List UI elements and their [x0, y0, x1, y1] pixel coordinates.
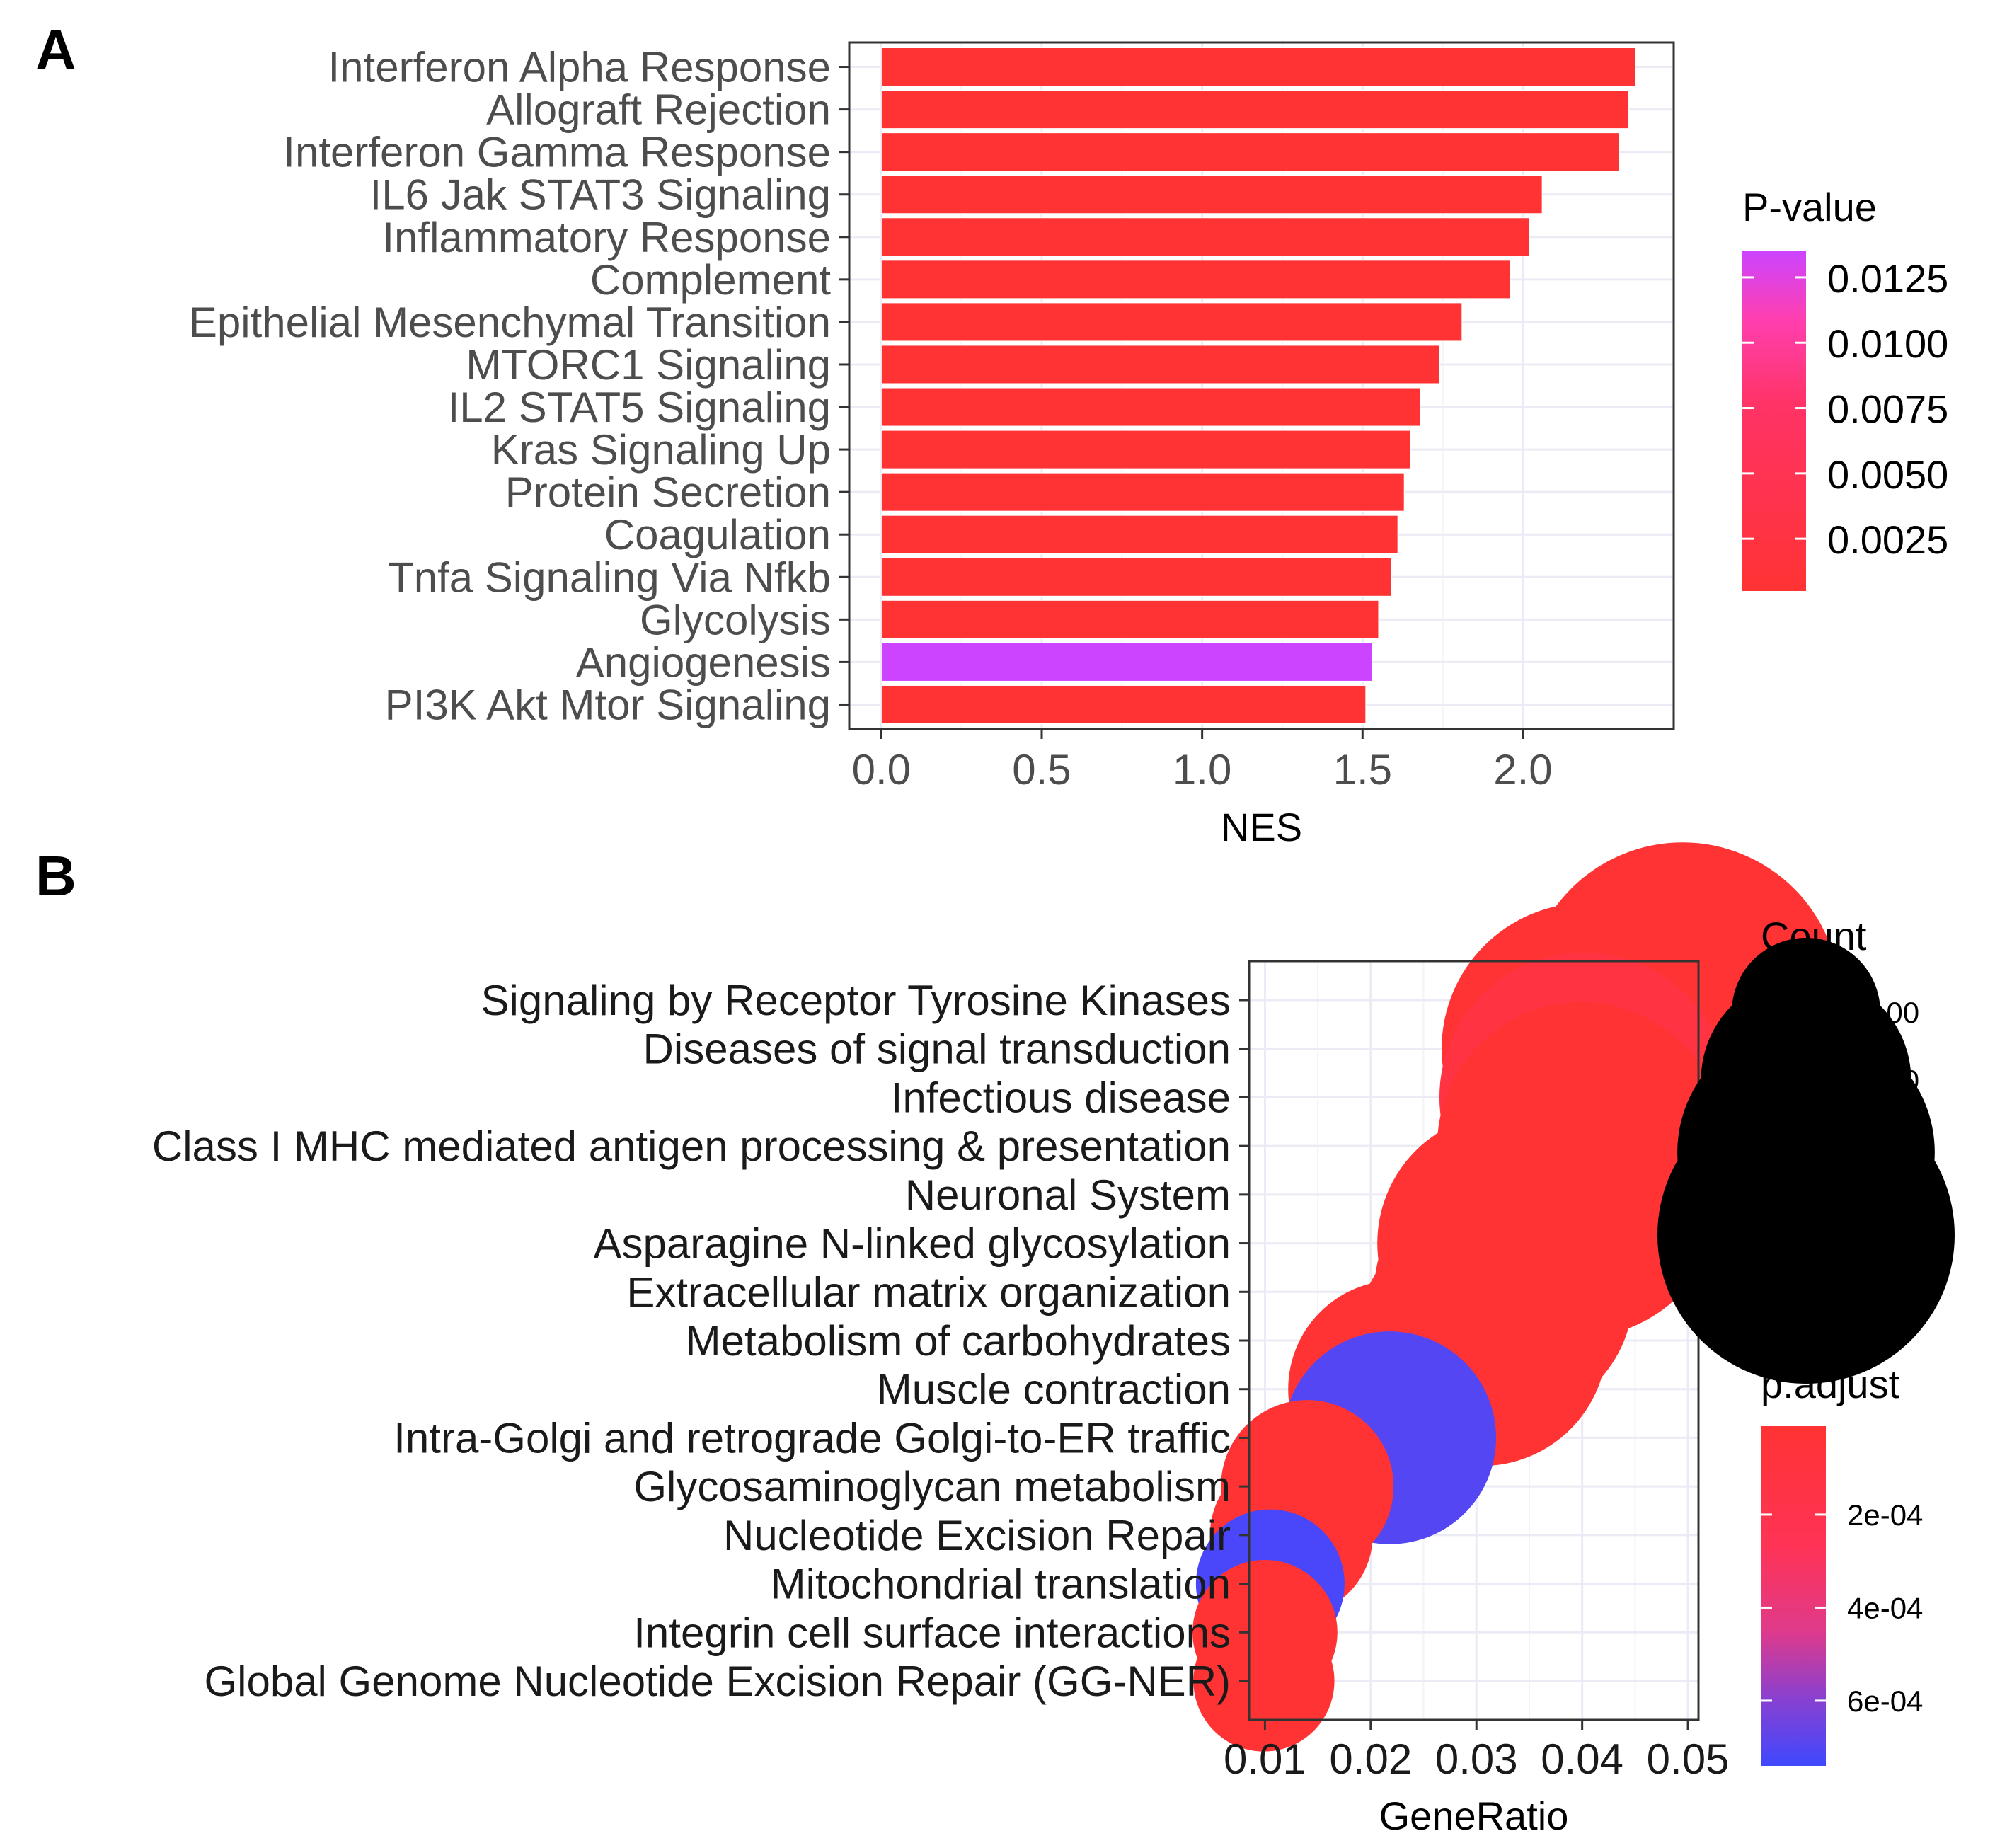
chart-a-category-label: Protein Secretion: [505, 469, 831, 516]
count-legend-dot: [1657, 1086, 1955, 1384]
chart-a-bar: [880, 472, 1405, 512]
chart-b-category-label: Muscle contraction: [877, 1366, 1231, 1413]
chart-a-category-label: Angiogenesis: [576, 638, 831, 686]
chart-b-category-label: Intra-Golgi and retrograde Golgi-to-ER t…: [393, 1414, 1231, 1462]
chart-a-bar: [880, 217, 1530, 257]
chart-b-category-label: Mitochondrial translation: [771, 1561, 1231, 1608]
padjust-legend-ticks: 2e-04 4e-04 6e-04: [1761, 1498, 1923, 1718]
chart-b-category-label: Asparagine N-linked glycosylation: [594, 1220, 1231, 1268]
chart-a-x-tick-label: 0.0: [852, 746, 911, 793]
chart-a-x-tick-label: 1.0: [1173, 746, 1231, 793]
chart-b-dots: [1192, 842, 1841, 1752]
chart-b-category-label: Global Genome Nucleotide Excision Repair…: [204, 1658, 1231, 1705]
chart-b-category-label: Infectious disease: [891, 1074, 1231, 1121]
chart-b-category-label: Class I MHC mediated antigen processing …: [152, 1123, 1231, 1170]
chart-a-bar: [880, 387, 1421, 427]
chart-b-category-label: Diseases of signal transduction: [643, 1026, 1231, 1073]
chart-b-x-tick-label: 0.01: [1224, 1735, 1306, 1783]
padjust-color-legend: p.adjust 2e-04 4e-04 6e-04: [1761, 1362, 1923, 1766]
chart-a-bar: [880, 642, 1373, 682]
chart-b-dot-plot: Signaling by Receptor Tyrosine KinasesDi…: [152, 842, 1955, 1838]
chart-a-bar: [880, 260, 1511, 299]
chart-a-pvalue-legend: P-value 0.0125 0.0100 0.0075 0.0050 0.0025: [1742, 185, 1948, 591]
pvalue-legend-tick-label: 0.0075: [1827, 387, 1948, 432]
chart-b-category-label: Nucleotide Excision Repair: [723, 1512, 1231, 1559]
chart-a-bar: [880, 175, 1543, 214]
chart-b-category-label: Integrin cell surface interactions: [633, 1609, 1231, 1656]
chart-b-x-tick-label: 0.02: [1329, 1735, 1412, 1783]
pvalue-legend-tick-label: 0.0050: [1827, 452, 1948, 497]
chart-a-category-label: Inflammatory Response: [382, 214, 831, 261]
chart-a-x-tick-label: 1.5: [1333, 746, 1392, 793]
chart-a-category-label: Complement: [590, 256, 831, 304]
chart-b-x-tick-label: 0.03: [1435, 1735, 1518, 1783]
chart-a-category-label: PI3K Akt Mtor Signaling: [385, 681, 831, 728]
chart-a-category-label: MTORC1 Signaling: [466, 341, 831, 389]
chart-b-category-label: Signaling by Receptor Tyrosine Kinases: [481, 977, 1231, 1024]
count-size-legend: Count 100200300400: [1657, 914, 1955, 1384]
pvalue-legend-tick-label: 0.0100: [1827, 321, 1948, 366]
pvalue-legend-ticks: 0.0125 0.0100 0.0075 0.0050 0.0025: [1742, 256, 1948, 562]
chart-b-category-labels: Signaling by Receptor Tyrosine KinasesDi…: [152, 977, 1249, 1705]
padjust-legend-tick-label: 4e-04: [1847, 1591, 1923, 1624]
padjust-legend-tick-label: 6e-04: [1847, 1685, 1923, 1718]
chart-a-bar: [880, 90, 1630, 130]
chart-a-bar: [880, 47, 1636, 87]
pvalue-legend-tick-label: 0.0125: [1827, 256, 1948, 301]
chart-a-category-label: Kras Signaling Up: [491, 426, 831, 474]
chart-a-category-label: Tnfa Signaling Via Nfkb: [388, 553, 831, 601]
chart-a-bar: [880, 132, 1620, 172]
count-legend-label: 400: [1870, 1219, 1919, 1252]
chart-a-bar: [880, 557, 1392, 597]
chart-b-category-label: Extracellular matrix organization: [626, 1268, 1231, 1316]
chart-a-category-label: Interferon Alpha Response: [328, 44, 831, 91]
pvalue-legend-tick-label: 0.0025: [1827, 517, 1948, 562]
chart-a-category-label: Coagulation: [604, 511, 831, 558]
chart-a-category-label: Glycolysis: [640, 596, 831, 643]
chart-b-x-tick-label: 0.04: [1541, 1735, 1623, 1783]
chart-b-category-label: Glycosaminoglycan metabolism: [633, 1463, 1231, 1510]
chart-a-category-label: Interferon Gamma Response: [283, 129, 831, 176]
pvalue-legend-title: P-value: [1742, 185, 1877, 229]
chart-b-x-tick-labels: 0.01 0.02 0.03 0.04 0.05: [1224, 1720, 1729, 1783]
chart-a-bar: [880, 302, 1463, 342]
padjust-legend-title: p.adjust: [1761, 1362, 1900, 1406]
chart-a-x-axis-title: NES: [1221, 805, 1302, 849]
chart-a-bar: [880, 599, 1379, 639]
chart-b-x-axis-title: GeneRatio: [1379, 1794, 1569, 1838]
chart-a-bar: [880, 684, 1367, 724]
padjust-colorbar: [1761, 1426, 1826, 1766]
chart-a-x-tick-label: 2.0: [1493, 746, 1552, 793]
padjust-legend-tick-label: 2e-04: [1847, 1498, 1923, 1532]
chart-b-category-label: Metabolism of carbohydrates: [686, 1317, 1231, 1365]
count-legend-items: 100200300400: [1657, 938, 1955, 1384]
chart-a-bar: [880, 345, 1440, 384]
chart-b-x-tick-label: 0.05: [1647, 1735, 1730, 1783]
chart-a-bar: [880, 430, 1411, 469]
chart-a-bar: [880, 515, 1398, 554]
pvalue-colorbar: [1742, 251, 1806, 591]
chart-a-category-label: Epithelial Mesenchymal Transition: [189, 299, 831, 346]
chart-b-dot: [1193, 1610, 1335, 1752]
chart-a-category-label: IL6 Jak STAT3 Signaling: [370, 171, 831, 219]
chart-a-bars: [880, 47, 1636, 724]
chart-a-x-tick-labels: 0.0 0.5 1.0 1.5 2.0: [852, 729, 1553, 793]
chart-a-category-label: IL2 STAT5 Signaling: [448, 384, 831, 431]
chart-a-x-tick-label: 0.5: [1012, 746, 1071, 793]
chart-a-category-label: Allograft Rejection: [486, 86, 831, 134]
panel-b-label: B: [35, 844, 76, 907]
panel-a-label: A: [35, 18, 76, 81]
chart-a-panel-border: [848, 41, 1675, 730]
chart-b-category-label: Neuronal System: [905, 1171, 1231, 1219]
